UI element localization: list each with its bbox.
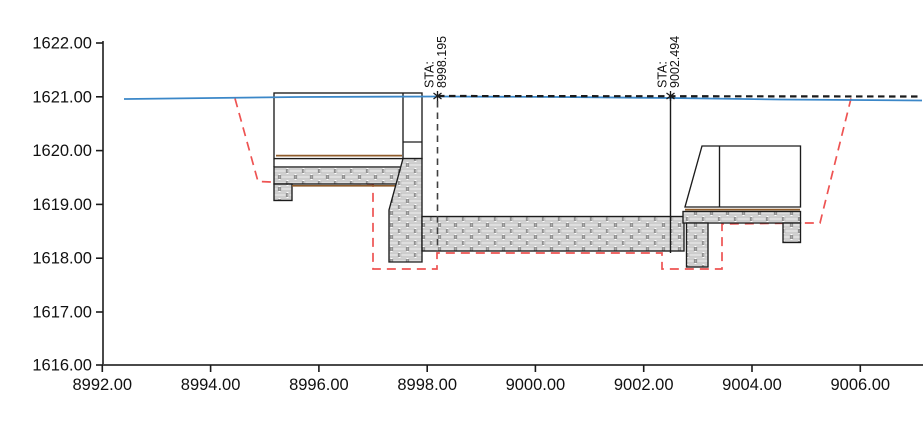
station-1-prefix: STA: — [423, 61, 437, 88]
y-tick-label: 1622.00 — [32, 35, 92, 53]
station-marker-1: STA: 8998.195 — [423, 36, 449, 251]
y-tick-label: 1618.00 — [32, 250, 92, 268]
y-tick-label: 1621.00 — [32, 88, 92, 106]
right-left-footer — [685, 222, 709, 268]
station-1-asterisk-icon — [433, 91, 442, 101]
left-masonry-band — [273, 166, 404, 185]
x-tick-label: 8992.00 — [72, 376, 132, 394]
x-tick-label: 8996.00 — [289, 376, 349, 394]
y-tick-label: 1620.00 — [32, 142, 92, 160]
right-right-footer — [782, 222, 802, 244]
y-tick-label: 1619.00 — [32, 196, 92, 214]
station-2-value: 9002.494 — [668, 36, 682, 88]
right-masonry-band — [682, 210, 802, 224]
axes — [96, 41, 923, 372]
x-tick-label: 9004.00 — [722, 376, 782, 394]
x-tick-label: 9002.00 — [614, 376, 674, 394]
y-tick-label: 1617.00 — [32, 304, 92, 322]
center-cutoff-wall — [388, 157, 423, 263]
structures — [273, 92, 802, 268]
y-axis-labels: 1622.00 1621.00 1620.00 1619.00 1618.00 … — [32, 35, 92, 375]
x-tick-label: 9000.00 — [506, 376, 566, 394]
x-tick-marks — [101, 365, 862, 372]
station-marker-2: STA: 9002.494 — [656, 36, 682, 253]
x-tick-label: 8998.00 — [397, 376, 457, 394]
x-axis-labels: 8992.00 8994.00 8996.00 8998.00 9000.00 … — [72, 376, 890, 394]
y-tick-label: 1616.00 — [32, 357, 92, 375]
x-tick-label: 8994.00 — [181, 376, 241, 394]
station-2-prefix: STA: — [656, 61, 670, 88]
x-tick-label: 9006.00 — [830, 376, 890, 394]
station-1-value: 8998.195 — [435, 36, 449, 88]
station-2-asterisk-icon — [666, 91, 675, 101]
right-headwall-box — [684, 145, 802, 208]
channel-base-slab — [421, 215, 685, 252]
left-footing — [273, 183, 293, 202]
grade-dashed-line — [437, 94, 923, 98]
left-headwall-box — [273, 92, 423, 160]
